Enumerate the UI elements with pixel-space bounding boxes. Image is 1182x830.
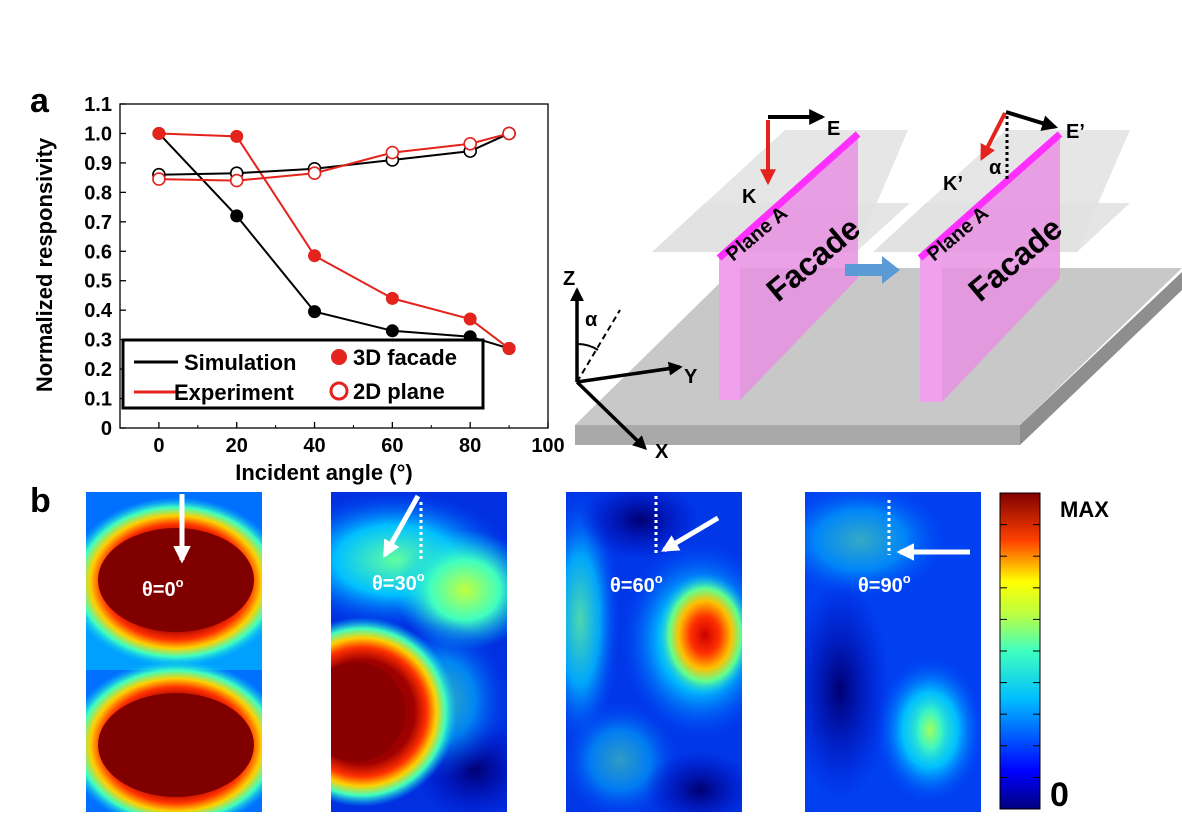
data-point-experiment-2d — [463, 136, 477, 151]
series-line-simulation-2d — [158, 132, 510, 176]
field-map-0deg — [86, 492, 262, 812]
legend-2d-plane-label: 2D plane — [353, 379, 445, 404]
field-map-90deg — [805, 492, 981, 812]
alpha-reference-line — [576, 309, 621, 383]
data-point-experiment-3d — [152, 126, 166, 140]
x-tick-label: 0 — [153, 435, 164, 457]
axis-y-label: Y — [684, 366, 698, 388]
axis-alpha-label: α — [585, 309, 598, 331]
data-point-experiment-2d — [229, 173, 244, 188]
y-tick-label: 0.1 — [84, 389, 112, 411]
panel-label-b: b — [30, 482, 51, 520]
data-point-simulation-3d — [385, 324, 399, 338]
right-facade-body — [920, 136, 1060, 402]
y-tick-label: 1.0 — [84, 123, 112, 145]
theta-label-90deg: θ=90o — [858, 571, 911, 597]
y-axis-ticks: 0 0.1 0.2 0.3 0.4 0.5 0.6 0.7 0.8 0.9 1.0 1.1 — [84, 94, 126, 440]
data-point-simulation-3d — [230, 209, 244, 223]
axis-z-label: Z — [563, 268, 575, 290]
colorbar-ticks — [1000, 524, 1040, 778]
data-point-experiment-3d — [230, 129, 244, 143]
right-e-label: E’ — [1066, 121, 1085, 143]
responsivity-chart: 0 0.1 0.2 0.3 0.4 0.5 0.6 0.7 0.8 0.9 1.0 1.1 0 20 40… — [32, 94, 565, 485]
legend-box — [121, 338, 485, 410]
y-tick-label: 0.2 — [84, 359, 112, 381]
right-e-arrow — [1005, 110, 1059, 131]
field-map-30deg — [331, 492, 507, 812]
right-k-label: K’ — [943, 173, 963, 195]
data-point-experiment-3d — [463, 312, 477, 326]
left-k-label: K — [742, 186, 757, 208]
y-axis-title: Normalized responsivity — [32, 137, 57, 392]
y-tick-label: 0.3 — [84, 330, 112, 352]
panel-label-a: a — [30, 82, 50, 120]
right-alpha-label: α — [989, 157, 1002, 179]
y-tick-label: 0.4 — [84, 300, 113, 322]
substrate-front — [575, 425, 1020, 445]
series-layer — [152, 126, 516, 355]
y-tick-label: 0.6 — [84, 241, 112, 263]
theta-label-0deg: θ=0o — [142, 575, 184, 601]
theta-label-60deg: θ=60o — [610, 571, 663, 597]
right-k-arrow — [980, 112, 1007, 161]
x-tick-label: 20 — [226, 435, 248, 457]
colorbar-min-label: 0 — [1050, 776, 1069, 814]
y-tick-label: 0.5 — [84, 271, 112, 293]
colorbar-max-label: MAX — [1060, 497, 1109, 522]
theta-label-30deg: θ=30o — [372, 569, 425, 595]
legend-simulation-label: Simulation — [184, 350, 296, 375]
x-tick-label: 80 — [459, 435, 481, 457]
data-point-experiment-2d — [307, 166, 322, 181]
x-tick-label: 40 — [303, 435, 325, 457]
y-axis-arrow — [576, 361, 683, 384]
left-facade-front — [719, 258, 740, 400]
y-tick-label: 1.1 — [84, 94, 112, 116]
data-point-experiment-2d — [502, 126, 516, 141]
left-facade-body — [719, 136, 858, 400]
y-tick-label: 0.9 — [84, 153, 112, 175]
transition-arrow — [845, 256, 900, 284]
incidence-arrow-30deg — [382, 494, 421, 559]
x-axis-arrow — [575, 380, 648, 450]
legend-marker-2d-plane — [329, 381, 349, 401]
colorbar: MAX 0 — [999, 492, 1109, 814]
left-e-label: E — [827, 118, 840, 140]
field-map-60deg — [566, 492, 742, 812]
alpha-arc — [576, 342, 599, 351]
schematic-diagram: Z Y X α E K Plane A Facade — [563, 109, 1182, 463]
legend-marker-3d-facade — [331, 349, 347, 365]
legend: Simulation Experiment 3D facade 2D plane — [121, 338, 485, 410]
data-point-experiment-3d — [308, 249, 322, 263]
data-point-experiment-2d — [385, 145, 400, 160]
data-point-experiment-2d — [152, 172, 166, 186]
legend-experiment-label: Experiment — [174, 380, 294, 405]
y-tick-label: 0.7 — [84, 212, 112, 234]
x-tick-label: 100 — [531, 435, 564, 457]
y-tick-label: 0 — [101, 418, 112, 440]
right-plane-a-edge — [917, 131, 1063, 261]
axis-x-label: X — [655, 441, 669, 463]
x-tick-label: 60 — [381, 435, 403, 457]
data-point-experiment-3d — [502, 341, 516, 355]
y-tick-label: 0.8 — [84, 182, 112, 204]
data-point-experiment-3d — [385, 291, 399, 305]
x-axis-ticks: 0 20 40 60 80 100 — [153, 422, 565, 457]
data-point-simulation-3d — [308, 305, 322, 319]
right-facade-front — [920, 258, 942, 402]
series-line-experiment-3d — [158, 132, 510, 350]
plot-frame — [119, 103, 549, 429]
left-plane-a-edge — [716, 131, 861, 261]
incidence-arrow-60deg — [660, 515, 720, 553]
substrate-top — [575, 268, 1182, 425]
left-facade-structure: E K Plane A Facade — [652, 109, 910, 400]
x-axis-title: Incident angle (°) — [235, 460, 412, 485]
substrate-side — [1020, 272, 1182, 445]
legend-3d-facade-label: 3D facade — [353, 345, 457, 370]
